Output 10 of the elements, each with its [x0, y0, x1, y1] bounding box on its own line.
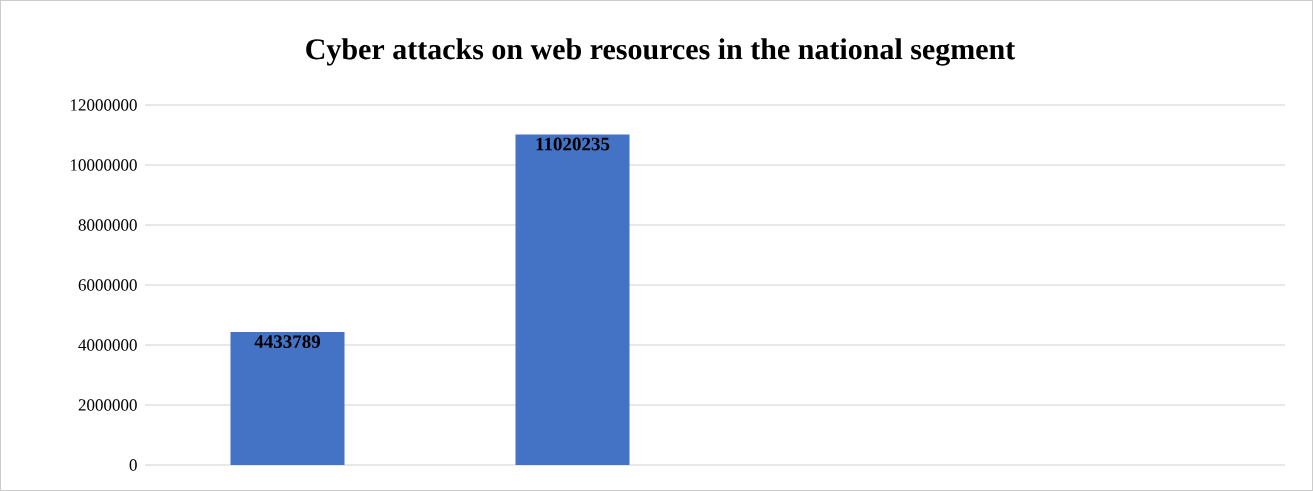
y-tick-label: 12000000 [70, 99, 137, 111]
y-tick-label: 6000000 [78, 279, 137, 291]
y-tick-label: 0 [129, 459, 137, 471]
y-tick-label: 10000000 [70, 159, 137, 171]
chart-title: Cyber attacks on web resources in the national segment [306, 38, 1016, 66]
y-tick-label: 8000000 [78, 219, 137, 231]
data-label: 4433789 [254, 335, 321, 349]
y-tick-label: 4000000 [78, 339, 137, 351]
y-tick-label: 2000000 [78, 399, 137, 411]
data-label: 11020235 [536, 137, 610, 151]
